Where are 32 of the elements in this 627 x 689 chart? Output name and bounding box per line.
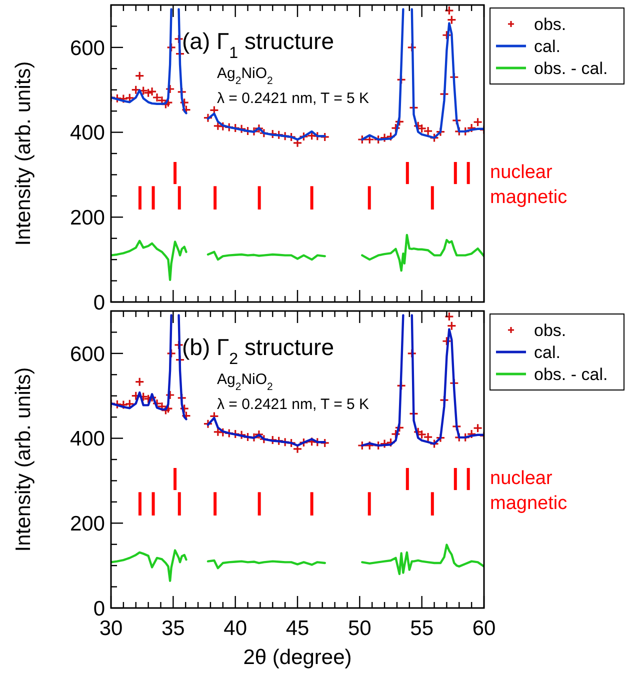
- y-tick-label: 600: [70, 342, 105, 366]
- text: (a) Γ$_{1}$ structure: [182, 28, 334, 62]
- series-label: nuclear: [490, 162, 553, 184]
- x-tick-label: 60: [472, 617, 496, 640]
- annotation: Ag$_{2}$NiO$_{2}$: [217, 371, 274, 393]
- x-axis-title: 2θ (degree): [243, 646, 352, 669]
- y-tick-label: 200: [70, 512, 105, 536]
- y-tick-label: 600: [70, 36, 105, 60]
- legend-label: obs.: [534, 14, 566, 34]
- y-axis-title: Intensity (arb. units): [12, 61, 35, 246]
- annotation: Ag$_{2}$NiO$_{2}$: [217, 65, 274, 87]
- x-tick-label: 45: [286, 617, 310, 640]
- y-tick-label: 400: [70, 428, 105, 451]
- y-tick-label: 200: [70, 206, 105, 230]
- legend-label: obs. - cal.: [534, 58, 608, 78]
- x-tick-label: 55: [410, 617, 434, 640]
- legend-label: cal.: [534, 36, 560, 56]
- text: (b) Γ$_{2}$ structure: [182, 334, 334, 368]
- annotation: λ = 0.2421 nm, T = 5 K: [217, 396, 370, 413]
- series-label: nuclear: [490, 468, 553, 490]
- text: magnetic: [490, 186, 568, 208]
- y-tick-label: 0: [93, 291, 105, 314]
- text: magnetic: [490, 492, 568, 514]
- legend-label: obs.: [534, 320, 566, 340]
- legend-label: obs. - cal.: [534, 364, 608, 384]
- y-tick-label: 400: [70, 122, 105, 145]
- x-tick-label: 50: [348, 617, 372, 640]
- legend-label: cal.: [534, 342, 560, 362]
- y-axis-title: Intensity (arb. units): [12, 367, 35, 552]
- x-tick-label: 40: [224, 617, 248, 640]
- x-tick-label: 35: [161, 617, 185, 640]
- annotation: λ = 0.2421 nm, T = 5 K: [217, 90, 370, 107]
